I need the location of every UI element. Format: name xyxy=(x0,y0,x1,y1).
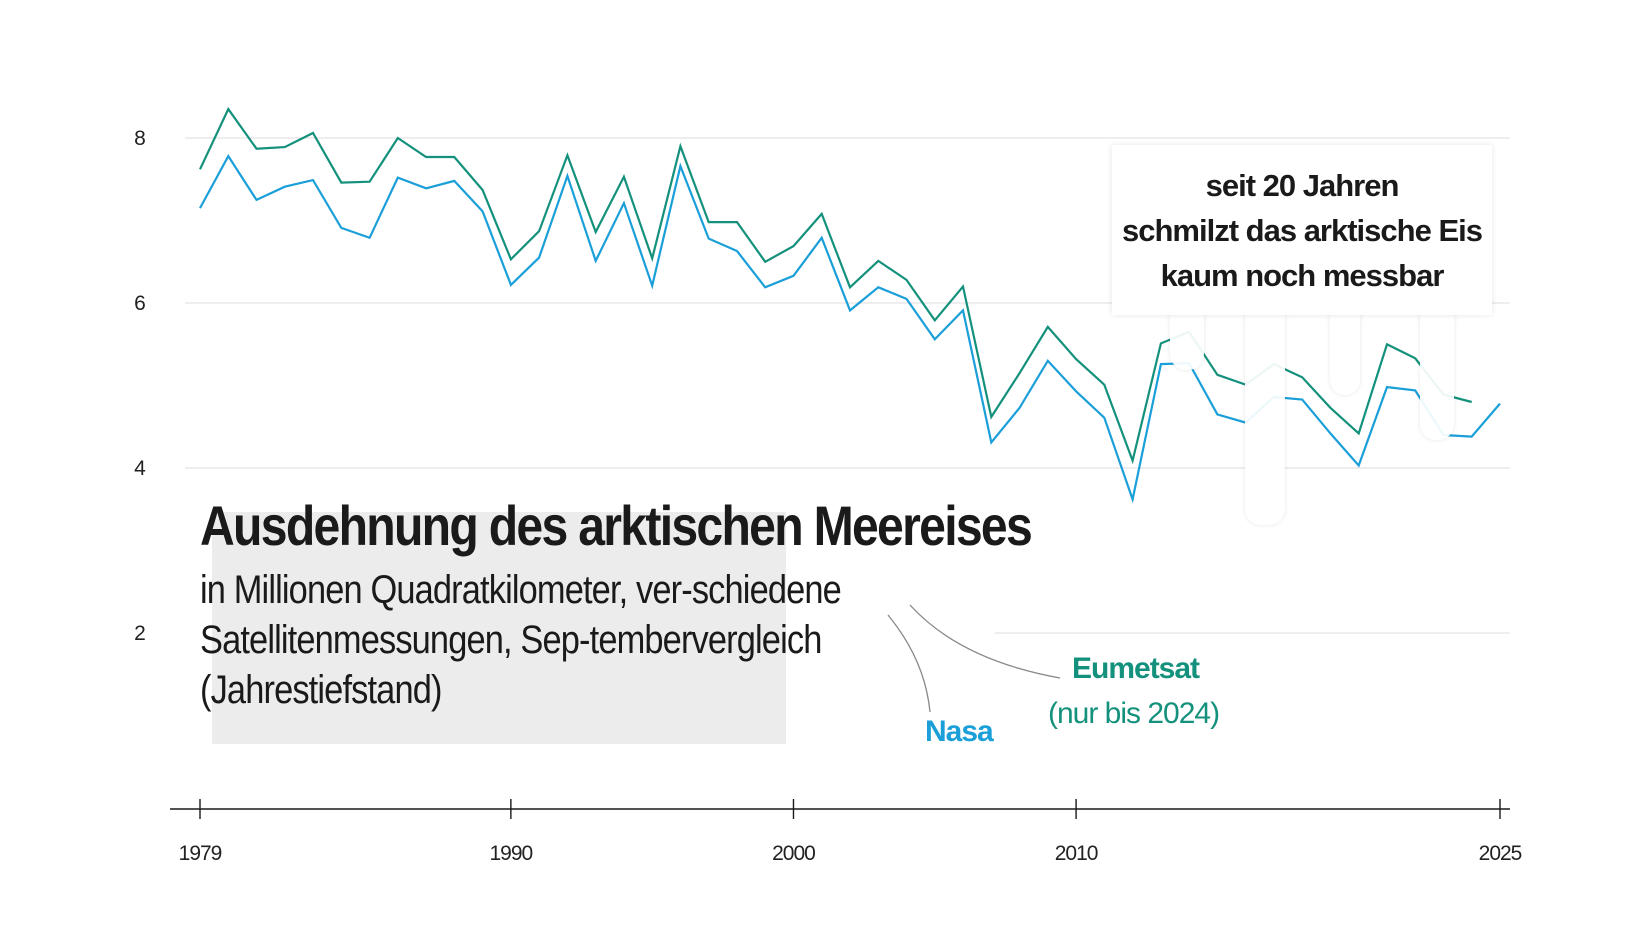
title-highlight xyxy=(212,512,786,744)
y-tick-label: 6 xyxy=(134,292,146,315)
y-tick-label: 2 xyxy=(134,622,146,645)
annotation-drip xyxy=(1330,300,1360,395)
label-leader-lines xyxy=(887,604,1061,713)
legend-note-eumetsat: (nur bis 2024) xyxy=(1048,697,1220,730)
legend-label-eumetsat: Eumetsat xyxy=(1072,652,1200,685)
chart-title: Ausdehnung des arktischen Meereises xyxy=(200,494,1033,557)
leader-line-nasa xyxy=(887,614,931,713)
x-axis: 1979 1990 2000 2010 2025 xyxy=(170,799,1523,865)
annotation-callout: seit 20 Jahren schmilzt das arktische Ei… xyxy=(1112,145,1492,315)
title-block: Ausdehnung des arktischen Meereises in M… xyxy=(200,494,1033,715)
x-tick-label: 2025 xyxy=(1479,842,1522,865)
y-axis-ticks: 2 4 6 8 xyxy=(134,127,146,645)
annotation-text: seit 20 Jahren schmilzt das arktische Ei… xyxy=(1122,168,1483,293)
chart-subtitle: in Millionen Quadratkilometer, ver-schie… xyxy=(200,568,842,712)
x-tick-label: 1990 xyxy=(490,842,533,865)
x-tick-label: 2000 xyxy=(772,842,815,865)
x-tick-label: 1979 xyxy=(179,842,222,865)
annotation-drip xyxy=(1245,300,1285,525)
annotation-drip xyxy=(1420,300,1454,440)
y-tick-label: 4 xyxy=(134,457,146,480)
legend-label-nasa: Nasa xyxy=(925,715,994,748)
x-tick-label: 2010 xyxy=(1055,842,1098,865)
y-tick-label: 8 xyxy=(134,127,146,150)
leader-line-eumetsat xyxy=(909,604,1061,679)
